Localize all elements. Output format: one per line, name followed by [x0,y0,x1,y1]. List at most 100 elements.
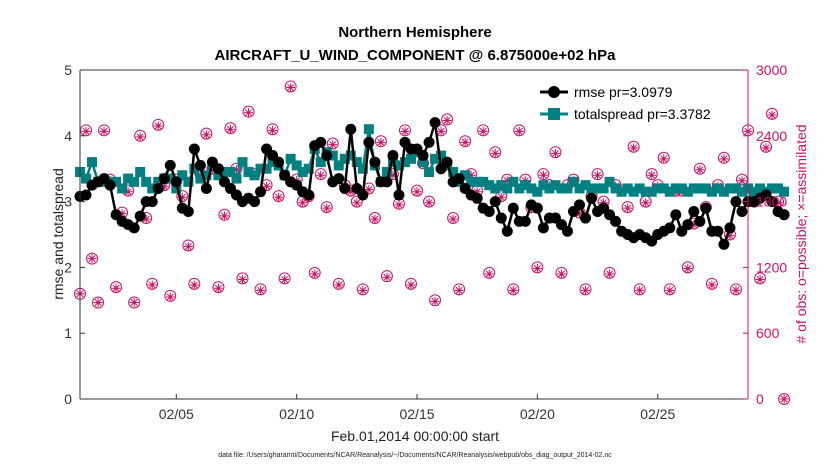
obs-assimilated-point [508,285,518,295]
obs-assimilated-point [484,269,494,279]
totalspread-point [520,180,531,191]
totalspread-point [718,186,729,197]
rmse-point [369,156,381,168]
totalspread-point [472,176,483,187]
totalspread-point [574,183,585,194]
obs-assimilated-point [99,126,109,136]
y2-tick-label: 600 [756,325,780,341]
obs-assimilated-point [755,274,765,284]
totalspread-point [622,183,633,194]
obs-assimilated-point [213,283,223,293]
totalspread-point [291,160,302,171]
totalspread-point [267,157,278,168]
obs-assimilated-point [665,285,675,295]
totalspread-point [490,183,501,194]
y2-tick-label: 3000 [756,62,787,78]
rmse-point [778,209,790,221]
obs-assimilated-point [466,170,476,180]
rmse-point [573,199,585,211]
totalspread-point [634,183,645,194]
totalspread-point [171,183,182,194]
obs-assimilated-point [316,170,326,180]
totalspread-point [676,183,687,194]
totalspread-point [598,183,609,194]
totalspread-point [526,183,537,194]
obs-assimilated-point [81,126,91,136]
obs-assimilated-point [532,263,542,273]
obs-assimilated-point [448,214,458,224]
rmse-point [561,225,573,237]
totalspread-point [405,153,416,164]
rmse-point [453,173,465,185]
obs-possible-point [778,393,791,405]
totalspread-point [682,186,693,197]
totalspread-point [285,153,296,164]
rmse-point [212,163,224,175]
chart-title: Northern Hemisphere [338,24,491,41]
obs-assimilated-point [773,198,783,208]
totalspread-point [706,186,717,197]
rmse-point [730,196,742,208]
totalspread-point [592,183,603,194]
totalspread-point [773,183,784,194]
obs-assimilated-point [490,148,500,158]
obs-assimilated-point [605,269,615,279]
rmse-point [134,210,146,222]
rmse-point [164,159,176,171]
y-ticks-left: 0 1 2 3 4 5 [64,62,85,407]
totalspread-point [303,163,314,174]
rmse-point [712,225,724,237]
totalspread-point [81,173,92,184]
obs-assimilated-point [352,198,362,208]
totalspread-point [532,186,543,197]
rmse-point [170,176,182,188]
obs-assimilated-point [400,126,410,136]
obs-assimilated-point [280,274,290,284]
y2-tick-label: 0 [756,391,764,407]
obs-assimilated-point [454,285,464,295]
totalspread-point [478,176,489,187]
y-tick-label: 4 [64,128,72,144]
chart-subtitle: AIRCRAFT_U_WIND_COMPONENT @ 6.875000e+02… [215,47,617,64]
obs-assimilated-point [231,165,241,175]
totalspread-point [327,150,338,161]
obs-assimilated-point [581,285,591,295]
obs-assimilated-point [556,269,566,279]
legend-spread-marker [548,108,560,120]
obs-assimilated-point [286,83,296,93]
totalspread-point [237,157,248,168]
rmse-point [128,222,140,234]
obs-assimilated-point [147,280,157,290]
rmse-point [363,136,375,148]
obs-assimilated-point [123,187,133,197]
y-tick-label: 2 [64,259,72,275]
obs-assimilated-point [189,280,199,290]
obs-assimilated-point [550,148,560,158]
totalspread-point [345,150,356,161]
rmse-point [489,196,501,208]
totalspread-point [189,163,200,174]
obs-assimilated-point [629,143,639,153]
obs-assimilated-point [93,297,103,307]
totalspread-point [502,183,513,194]
totalspread-point [616,186,627,197]
totalspread-point [664,186,675,197]
totalspread-point [496,180,507,191]
totalspread-point [484,180,495,191]
obs-assimilated-point [761,143,771,153]
x-tick-label: 02/20 [520,406,555,422]
totalspread-point [628,186,639,197]
totalspread-point [339,153,350,164]
obs-assimilated-point [87,254,97,264]
totalspread-point [562,183,573,194]
totalspread-point [730,183,741,194]
rmse-point [766,196,778,208]
totalspread-point [399,157,410,168]
y-tick-label: 5 [64,62,72,78]
totalspread-point [430,153,441,164]
rmse-point [700,202,712,214]
totalspread-point [580,180,591,191]
x-tick-label: 02/15 [399,406,434,422]
obs-assimilated-point [460,137,470,147]
totalspread-point [749,186,760,197]
